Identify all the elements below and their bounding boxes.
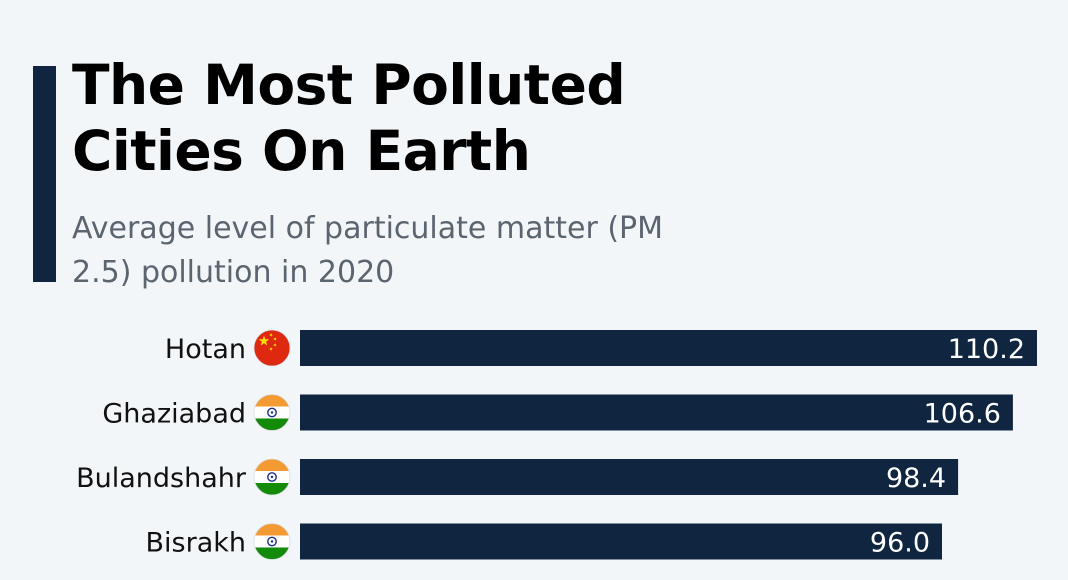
bar: [300, 394, 1013, 431]
category-label: Bisrakh: [146, 528, 247, 559]
india-flag-icon: [253, 458, 291, 496]
category-label: Ghaziabad: [102, 399, 246, 430]
category-label: Bulandshahr: [76, 463, 247, 494]
india-flag-icon: [253, 394, 291, 431]
value-label: 110.2: [948, 334, 1025, 365]
value-label: 98.4: [886, 463, 946, 494]
category-label: Hotan: [165, 334, 246, 365]
chart-title: The Most Polluted Cities On Earth: [72, 53, 626, 183]
bar: [300, 330, 1037, 366]
bar: [300, 459, 959, 495]
india-flag-icon: [253, 523, 291, 560]
value-label: 96.0: [870, 528, 930, 559]
bar: [300, 523, 942, 560]
value-label: 106.6: [924, 399, 1001, 430]
title-accent-bar: [33, 66, 56, 282]
china-flag-icon: [253, 329, 291, 367]
chart-subtitle: Average level of particulate matter (PM …: [72, 211, 664, 290]
